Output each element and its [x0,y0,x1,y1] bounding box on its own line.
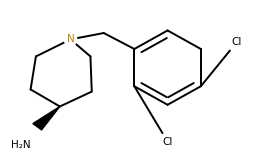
Text: Cl: Cl [231,37,242,47]
Text: H₂N: H₂N [11,140,31,150]
Text: Cl: Cl [162,137,173,147]
Text: N: N [66,34,74,44]
Polygon shape [33,106,60,130]
